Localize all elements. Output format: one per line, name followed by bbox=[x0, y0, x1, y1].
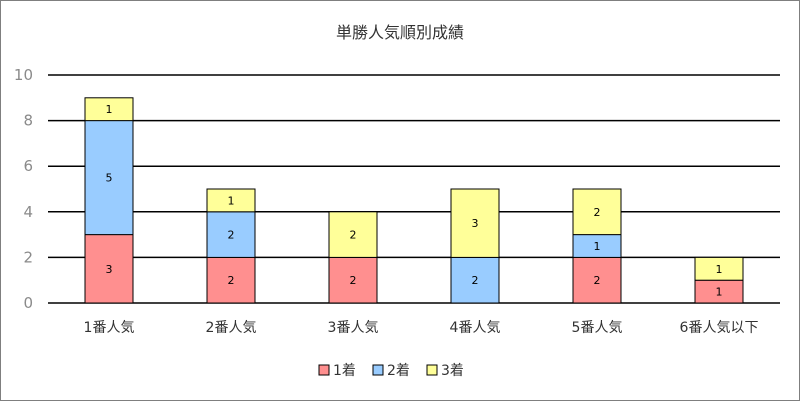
chart-title: 単勝人気順別成績 bbox=[336, 23, 464, 42]
x-tick-label: 5番人気 bbox=[572, 320, 623, 336]
legend-label: 1着 bbox=[333, 363, 356, 379]
data-label: 1 bbox=[716, 263, 723, 276]
y-tick-label: 4 bbox=[23, 203, 33, 221]
bar-segment bbox=[84, 97, 134, 122]
bar-segment bbox=[450, 256, 500, 304]
y-axis-ticks: 0 2 4 6 8 10 bbox=[14, 66, 33, 312]
y-tick-label: 10 bbox=[14, 66, 33, 84]
legend-swatch bbox=[426, 364, 438, 376]
legend-label: 2着 bbox=[387, 363, 410, 379]
x-axis-labels: 1番人気 2番人気 3番人気 4番人気 5番人気 6番人気以下 bbox=[84, 320, 759, 336]
data-label: 1 bbox=[228, 194, 235, 207]
legend-swatch bbox=[372, 364, 384, 376]
y-tick-label: 6 bbox=[23, 157, 33, 175]
bar-segment bbox=[206, 211, 256, 258]
bar-segment bbox=[328, 256, 378, 304]
bar-segment bbox=[328, 211, 378, 258]
y-tick-label: 8 bbox=[23, 112, 33, 130]
data-label: 2 bbox=[472, 274, 479, 287]
legend-label: 3着 bbox=[441, 363, 464, 379]
data-label: 2 bbox=[350, 229, 357, 242]
data-label: 2 bbox=[594, 206, 601, 219]
bar-segment bbox=[206, 188, 256, 213]
y-tick-label: 2 bbox=[23, 248, 33, 266]
x-tick-label: 1番人気 bbox=[84, 320, 135, 336]
data-label: 3 bbox=[472, 217, 479, 230]
x-tick-label: 2番人気 bbox=[206, 320, 257, 336]
bar-segment bbox=[84, 234, 134, 304]
data-label: 2 bbox=[228, 274, 235, 287]
x-tick-label: 4番人気 bbox=[450, 320, 501, 336]
legend-swatch bbox=[318, 364, 330, 376]
bar-segment bbox=[694, 256, 744, 281]
data-label: 5 bbox=[106, 172, 113, 185]
data-label: 3 bbox=[106, 263, 113, 276]
data-label: 2 bbox=[228, 229, 235, 242]
legend: 1着 2着 3着 bbox=[318, 363, 464, 379]
data-label: 1 bbox=[594, 240, 601, 253]
bar-segment bbox=[572, 188, 622, 236]
gridlines bbox=[48, 74, 780, 304]
bars: 3 5 1 2 2 1 2 2 2 3 2 1 2 1 1 bbox=[84, 97, 744, 304]
y-tick-label: 0 bbox=[23, 294, 33, 312]
bar-segment bbox=[84, 120, 134, 236]
data-label: 2 bbox=[350, 274, 357, 287]
x-tick-label: 3番人気 bbox=[328, 320, 379, 336]
data-label: 1 bbox=[716, 286, 723, 299]
data-label: 2 bbox=[594, 274, 601, 287]
x-tick-label: 6番人気以下 bbox=[680, 320, 759, 336]
data-label: 1 bbox=[106, 103, 113, 116]
bar-segment bbox=[450, 188, 500, 258]
